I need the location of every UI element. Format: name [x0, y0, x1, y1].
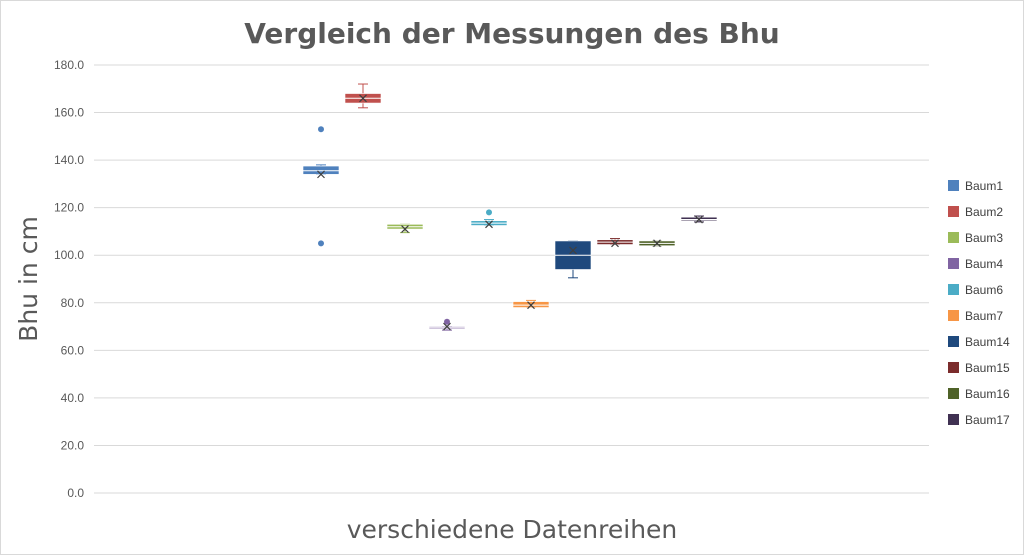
legend-swatch	[948, 284, 959, 295]
legend-item-baum3: Baum3	[948, 231, 1003, 245]
legend-label: Baum6	[965, 283, 1003, 297]
mean-marker	[569, 246, 577, 255]
legend-swatch	[948, 232, 959, 243]
legend-label: Baum1	[965, 179, 1003, 193]
mean-marker	[695, 215, 703, 224]
box-baum14	[554, 240, 592, 279]
legend-swatch	[948, 180, 959, 191]
box-baum15	[596, 238, 634, 248]
box-baum16	[638, 239, 676, 248]
legend-swatch	[948, 258, 959, 269]
legend-swatch	[948, 414, 959, 425]
y-tick-label: 60.0	[61, 343, 85, 357]
legend-label: Baum15	[965, 361, 1010, 375]
mean-marker	[359, 94, 367, 103]
legend-item-baum15: Baum15	[948, 361, 1010, 375]
mean-marker	[443, 322, 451, 331]
legend-label: Baum14	[965, 335, 1010, 349]
y-tick-label: 160.0	[54, 106, 84, 120]
box-baum17	[680, 215, 718, 224]
y-tick-label: 80.0	[61, 296, 85, 310]
legend-item-baum1: Baum1	[948, 179, 1003, 193]
legend-item-baum7: Baum7	[948, 309, 1003, 323]
legend-item-baum16: Baum16	[948, 387, 1010, 401]
legend-item-baum17: Baum17	[948, 413, 1010, 427]
mean-marker	[653, 239, 661, 248]
y-tick-label: 180.0	[54, 58, 84, 72]
mean-marker	[317, 170, 325, 179]
mean-marker	[527, 301, 535, 310]
outlier-point	[444, 318, 450, 325]
y-tick-label: 100.0	[54, 248, 84, 262]
y-tick-label: 0.0	[67, 486, 84, 500]
legend-label: Baum7	[965, 309, 1003, 323]
y-tick-label: 140.0	[54, 153, 84, 167]
outlier-point	[318, 240, 324, 247]
legend-item-baum14: Baum14	[948, 335, 1010, 349]
y-axis-title: Bhu in cm	[14, 216, 43, 342]
box-baum2	[344, 83, 382, 109]
legend-swatch	[948, 362, 959, 373]
legend-swatch	[948, 206, 959, 217]
legend: Baum1 Baum2 Baum3 Baum4 Baum6 Baum7 Baum14 Baum…	[948, 179, 1010, 427]
box-baum3	[386, 223, 424, 234]
legend-swatch	[948, 310, 959, 321]
y-tick-label: 20.0	[61, 438, 85, 452]
legend-label: Baum3	[965, 231, 1003, 245]
x-axis-title: verschiedene Datenreihen	[347, 515, 678, 544]
box-baum6	[470, 209, 508, 229]
box-body	[302, 165, 340, 175]
legend-label: Baum17	[965, 413, 1010, 427]
box-baum7	[512, 299, 550, 310]
box-baum1	[302, 126, 340, 247]
outlier-point	[318, 126, 324, 133]
legend-label: Baum2	[965, 205, 1003, 219]
mean-marker	[485, 220, 493, 229]
legend-swatch	[948, 336, 959, 347]
legend-label: Baum16	[965, 387, 1010, 401]
legend-swatch	[948, 388, 959, 399]
y-tick-label: 40.0	[61, 391, 85, 405]
y-tick-label: 120.0	[54, 201, 84, 215]
legend-item-baum4: Baum4	[948, 257, 1003, 271]
outlier-point	[486, 209, 492, 216]
box-plots	[302, 83, 718, 331]
y-tick-labels: 0.0 20.0 40.0 60.0 80.0 100.0 120.0 140.0 160.0 1…	[54, 58, 84, 500]
chart-title: Vergleich der Messungen des Bhu	[244, 17, 779, 50]
mean-marker	[611, 239, 619, 248]
legend-item-baum2: Baum2	[948, 205, 1003, 219]
legend-item-baum6: Baum6	[948, 283, 1003, 297]
gridlines	[94, 64, 929, 494]
box-baum4	[428, 318, 466, 331]
legend-label: Baum4	[965, 257, 1003, 271]
mean-marker	[401, 225, 409, 233]
